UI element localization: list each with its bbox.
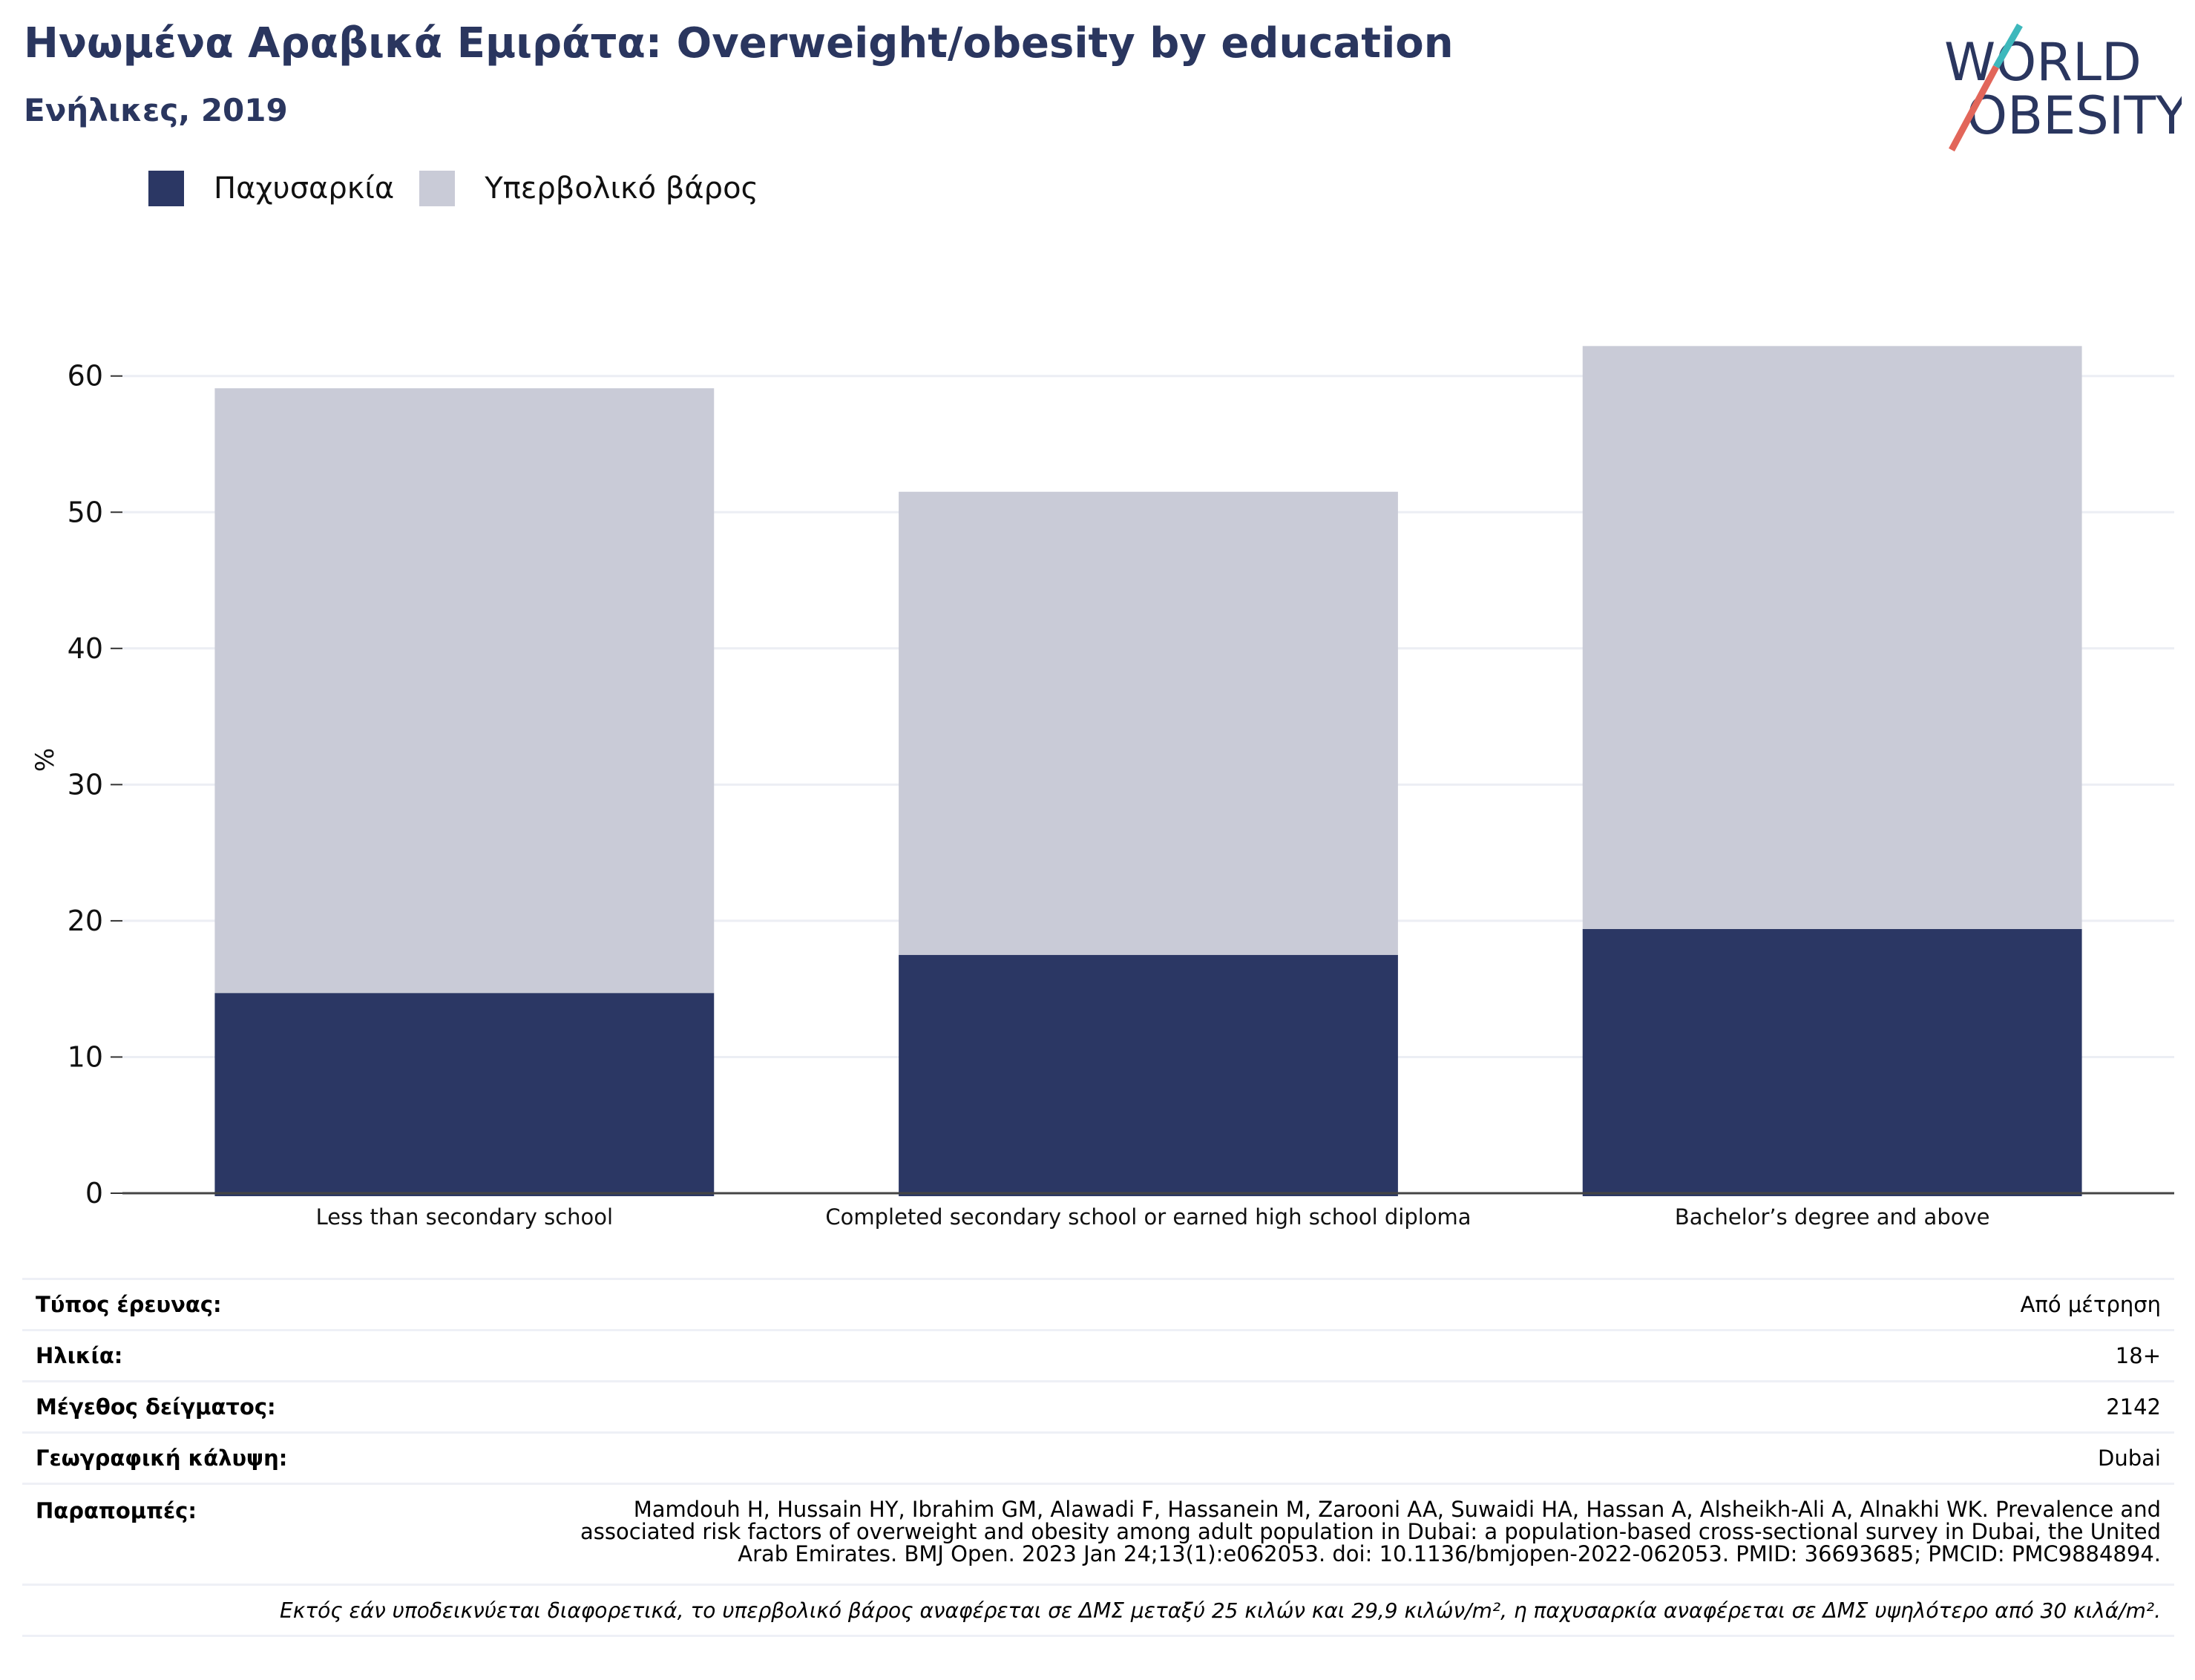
logo-slash-bottom: [1949, 65, 1999, 152]
info-row-sample-size: Μέγεθος δείγματος: 2142: [22, 1380, 2174, 1431]
stacked-bar-chart: 0 10 20 30 40 50 60 Less than secondary school…: [30, 346, 2174, 1230]
legend-label-overweight: Υπερβολικό βάρος: [485, 171, 759, 206]
legend-item-overweight[interactable]: Υπερβολικό βάρος: [419, 171, 758, 206]
info-row-note: Εκτός εάν υποδεικνύεται διαφορετικά, το …: [22, 1584, 2174, 1637]
info-value: Από μέτρηση: [2020, 1292, 2161, 1317]
y-tick-label: 30: [68, 768, 103, 801]
y-tick-label: 10: [68, 1040, 103, 1073]
chart-subtitle: Ενήλικες, 2019: [24, 92, 288, 128]
info-row-survey-type: Τύπος έρευνας: Από μέτρηση: [22, 1278, 2174, 1329]
bar-obesity-0[interactable]: [214, 993, 715, 1196]
info-value: 18+: [2115, 1343, 2161, 1368]
x-tick-label: Completed secondary school or earned hig…: [825, 1204, 1471, 1230]
x-tick-label: Bachelor’s degree and above: [1675, 1204, 1990, 1230]
chart-title: Ηνωμένα Αραβικά Εμιράτα: Overweight/obes…: [24, 19, 1454, 68]
info-label: Τύπος έρευνας:: [36, 1292, 222, 1317]
bar-overweight-2[interactable]: [1582, 346, 2082, 929]
logo-slash-top: [1993, 23, 2023, 69]
bar-overweight-1[interactable]: [899, 491, 1398, 955]
legend-swatch-overweight: [419, 171, 456, 206]
y-axis-ticks: 0 10 20 30 40 50 60: [68, 360, 122, 1210]
info-label: Ηλικία:: [36, 1343, 123, 1368]
logo-line-obesity: OBESITY: [1966, 85, 2182, 146]
bar-overweight-0[interactable]: [214, 388, 715, 994]
y-tick-label: 40: [68, 632, 103, 665]
info-row-geographic-coverage: Γεωγραφική κάλυψη: Dubai: [22, 1431, 2174, 1483]
info-row-references: Παραπομπές: Mamdouh H, Hussain HY, Ibrah…: [22, 1483, 2174, 1584]
info-value: Dubai: [2098, 1446, 2161, 1471]
references-text: Mamdouh H, Hussain HY, Ibrahim GM, Alawa…: [580, 1497, 2161, 1566]
y-tick-label: 60: [68, 360, 103, 393]
y-tick-label: 50: [68, 496, 103, 528]
bar-obesity-2[interactable]: [1582, 928, 2082, 1196]
bar-obesity-1[interactable]: [899, 954, 1398, 1196]
legend-item-obesity[interactable]: Παχυσαρκία: [148, 171, 394, 206]
y-tick-label: 20: [68, 905, 103, 937]
info-row-age: Ηλικία: 18+: [22, 1329, 2174, 1380]
y-tick-label: 0: [85, 1177, 103, 1210]
world-obesity-logo: WORLD OBESITY: [1944, 23, 2182, 152]
info-label: Γεωγραφική κάλυψη:: [36, 1446, 288, 1471]
x-axis-ticks: Less than secondary school Completed seco…: [122, 1192, 2174, 1230]
legend: Παχυσαρκία Υπερβολικό βάρος: [148, 171, 784, 206]
y-axis-label: %: [30, 748, 60, 772]
legend-swatch-obesity: [148, 171, 184, 206]
info-label: Μέγεθος δείγματος:: [36, 1394, 276, 1420]
info-label: Παραπομπές:: [36, 1498, 197, 1523]
bars: [214, 346, 2082, 1196]
logo-line-world: WORLD: [1944, 32, 2142, 93]
info-table: Τύπος έρευνας: Από μέτρηση Ηλικία: 18+ Μ…: [22, 1278, 2174, 1637]
legend-label-obesity: Παχυσαρκία: [214, 171, 395, 206]
info-value: 2142: [2106, 1394, 2161, 1420]
definition-note: Εκτός εάν υποδεικνύεται διαφορετικά, το …: [280, 1598, 2161, 1623]
x-tick-label: Less than secondary school: [316, 1204, 614, 1230]
